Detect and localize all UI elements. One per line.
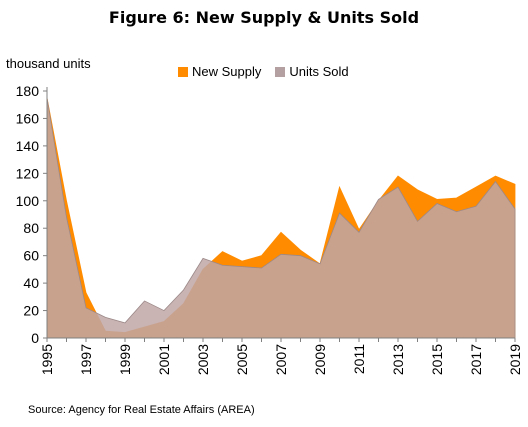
x-tick-label: 2007 <box>273 344 289 375</box>
y-tick-label: 140 <box>16 138 40 154</box>
x-tick-label: 2009 <box>312 344 328 375</box>
y-tick-label: 160 <box>16 110 40 126</box>
x-tick-label: 2017 <box>468 344 484 375</box>
y-tick-label: 20 <box>23 303 39 319</box>
x-tick-label: 2001 <box>156 344 172 375</box>
y-tick-label: 180 <box>16 83 40 99</box>
y-axis-unit-label: thousand units <box>6 56 91 71</box>
source-note: Source: Agency for Real Estate Affairs (… <box>28 404 255 416</box>
x-axis-ticks: 1995 1997 1999 2001 2003 2005 2007 2009 2011 2013… <box>39 338 523 375</box>
x-tick-label: 2019 <box>507 344 523 375</box>
legend-item-units-sold: Units Sold <box>275 64 349 79</box>
y-axis-ticks: 0 20 40 60 80 100 120 140 160 180 <box>16 83 47 346</box>
x-tick-label: 2011 <box>351 344 367 374</box>
x-tick-label: 1995 <box>39 344 55 375</box>
y-tick-label: 120 <box>16 165 40 181</box>
legend-swatch-new-supply <box>178 66 188 77</box>
x-tick-label: 2013 <box>390 344 406 375</box>
chart-title: Figure 6: New Supply & Units Sold <box>108 8 420 27</box>
area-units-sold <box>46 97 516 339</box>
legend: New Supply Units Sold <box>178 64 363 79</box>
legend-swatch-units-sold <box>275 66 286 77</box>
x-tick-label: 1999 <box>117 344 133 375</box>
y-tick-label: 60 <box>23 248 39 264</box>
x-tick-label: 2005 <box>234 344 250 375</box>
x-tick-label: 2003 <box>195 344 211 375</box>
legend-item-new-supply: New Supply <box>178 64 261 79</box>
y-tick-label: 0 <box>31 330 39 346</box>
series-areas <box>46 97 516 339</box>
y-tick-label: 40 <box>23 275 39 291</box>
y-tick-label: 100 <box>16 193 40 209</box>
y-tick-label: 80 <box>23 220 39 236</box>
legend-label-new-supply: New Supply <box>192 64 262 79</box>
x-tick-label: 2015 <box>429 344 445 375</box>
legend-label-units-sold: Units Sold <box>289 64 349 79</box>
x-tick-label: 1997 <box>78 344 94 375</box>
